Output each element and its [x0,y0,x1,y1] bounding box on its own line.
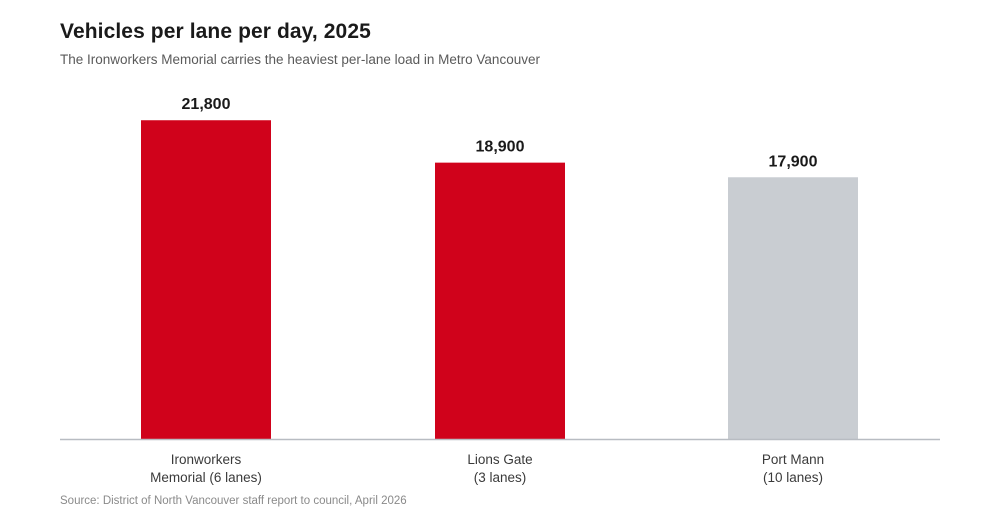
bar-1 [435,162,565,439]
chart-title: Vehicles per lane per day, 2025 [60,20,371,43]
bar-0 [141,120,271,439]
value-label-1: 18,900 [476,139,525,156]
category-label-2-line-0: Port Mann [762,452,824,467]
category-label-0-line-1: Memorial (6 lanes) [150,470,262,485]
chart-subtitle: The Ironworkers Memorial carries the hea… [60,52,540,67]
bars-group: 21,800 Ironworkers Memorial (6 lanes) 18,90… [141,96,858,485]
category-label-1-line-0: Lions Gate [467,452,532,467]
category-label-2-line-1: (10 lanes) [763,470,823,485]
bar-2 [728,177,858,440]
source-note: Source: District of North Vancouver staf… [60,495,407,507]
value-label-0: 21,800 [182,96,231,113]
category-label-1-line-1: (3 lanes) [474,470,527,485]
category-label-0-line-0: Ironworkers [171,452,242,467]
value-label-2: 17,900 [769,153,818,170]
